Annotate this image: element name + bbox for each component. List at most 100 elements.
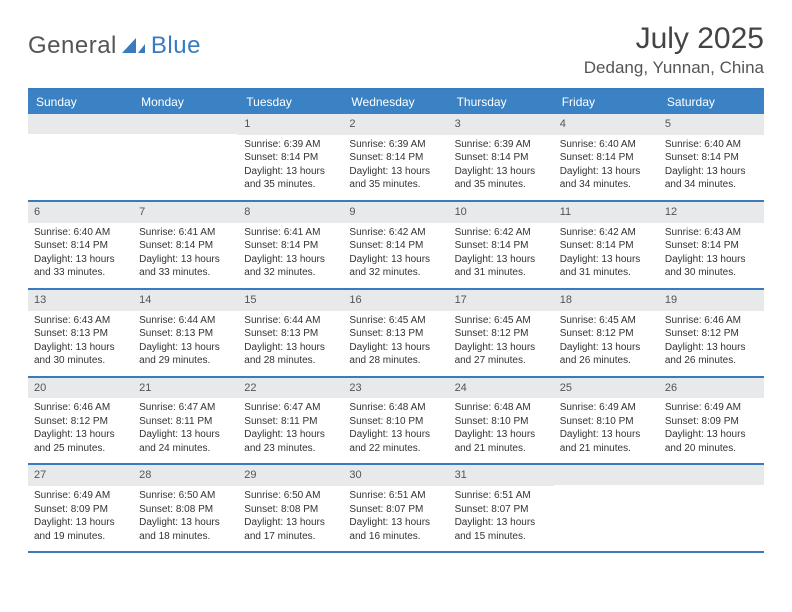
logo-text-general: General bbox=[28, 32, 117, 60]
daylight-text: Daylight: 13 hours and 33 minutes. bbox=[34, 253, 127, 280]
sunset-text: Sunset: 8:14 PM bbox=[349, 151, 442, 165]
logo: General Blue bbox=[28, 22, 201, 60]
sunrise-text: Sunrise: 6:49 AM bbox=[34, 489, 127, 503]
daylight-text: Daylight: 13 hours and 16 minutes. bbox=[349, 516, 442, 543]
sunrise-text: Sunrise: 6:45 AM bbox=[349, 314, 442, 328]
sunrise-text: Sunrise: 6:40 AM bbox=[560, 138, 653, 152]
sunset-text: Sunset: 8:12 PM bbox=[560, 327, 653, 341]
sunrise-text: Sunrise: 6:42 AM bbox=[349, 226, 442, 240]
sunrise-text: Sunrise: 6:39 AM bbox=[455, 138, 548, 152]
sunrise-text: Sunrise: 6:40 AM bbox=[34, 226, 127, 240]
daylight-text: Daylight: 13 hours and 17 minutes. bbox=[244, 516, 337, 543]
day-body: Sunrise: 6:46 AMSunset: 8:12 PMDaylight:… bbox=[659, 311, 764, 376]
daylight-text: Daylight: 13 hours and 31 minutes. bbox=[560, 253, 653, 280]
day-number: 16 bbox=[343, 290, 448, 311]
weekday-header: Sunday bbox=[28, 90, 133, 114]
sunrise-text: Sunrise: 6:49 AM bbox=[665, 401, 758, 415]
logo-text-blue: Blue bbox=[151, 32, 201, 60]
daylight-text: Daylight: 13 hours and 23 minutes. bbox=[244, 428, 337, 455]
day-number: 26 bbox=[659, 378, 764, 399]
day-body: Sunrise: 6:42 AMSunset: 8:14 PMDaylight:… bbox=[343, 223, 448, 288]
daylight-text: Daylight: 13 hours and 18 minutes. bbox=[139, 516, 232, 543]
sunset-text: Sunset: 8:14 PM bbox=[455, 239, 548, 253]
sunrise-text: Sunrise: 6:47 AM bbox=[139, 401, 232, 415]
day-body bbox=[133, 134, 238, 196]
day-cell: 30Sunrise: 6:51 AMSunset: 8:07 PMDayligh… bbox=[343, 465, 448, 551]
sunrise-text: Sunrise: 6:39 AM bbox=[349, 138, 442, 152]
day-cell: 22Sunrise: 6:47 AMSunset: 8:11 PMDayligh… bbox=[238, 378, 343, 464]
daylight-text: Daylight: 13 hours and 31 minutes. bbox=[455, 253, 548, 280]
sunrise-text: Sunrise: 6:50 AM bbox=[244, 489, 337, 503]
week-row: 20Sunrise: 6:46 AMSunset: 8:12 PMDayligh… bbox=[28, 378, 764, 466]
day-cell: 19Sunrise: 6:46 AMSunset: 8:12 PMDayligh… bbox=[659, 290, 764, 376]
sunrise-text: Sunrise: 6:48 AM bbox=[349, 401, 442, 415]
day-number: 13 bbox=[28, 290, 133, 311]
sunset-text: Sunset: 8:14 PM bbox=[665, 151, 758, 165]
daylight-text: Daylight: 13 hours and 33 minutes. bbox=[139, 253, 232, 280]
day-body: Sunrise: 6:41 AMSunset: 8:14 PMDaylight:… bbox=[238, 223, 343, 288]
day-cell: 24Sunrise: 6:48 AMSunset: 8:10 PMDayligh… bbox=[449, 378, 554, 464]
day-number: 18 bbox=[554, 290, 659, 311]
daylight-text: Daylight: 13 hours and 24 minutes. bbox=[139, 428, 232, 455]
day-body: Sunrise: 6:49 AMSunset: 8:09 PMDaylight:… bbox=[28, 486, 133, 551]
sunrise-text: Sunrise: 6:51 AM bbox=[455, 489, 548, 503]
sunrise-text: Sunrise: 6:43 AM bbox=[665, 226, 758, 240]
day-number bbox=[28, 114, 133, 134]
daylight-text: Daylight: 13 hours and 19 minutes. bbox=[34, 516, 127, 543]
day-cell: 9Sunrise: 6:42 AMSunset: 8:14 PMDaylight… bbox=[343, 202, 448, 288]
sunset-text: Sunset: 8:14 PM bbox=[560, 239, 653, 253]
day-cell: 31Sunrise: 6:51 AMSunset: 8:07 PMDayligh… bbox=[449, 465, 554, 551]
sunset-text: Sunset: 8:10 PM bbox=[560, 415, 653, 429]
sunset-text: Sunset: 8:13 PM bbox=[34, 327, 127, 341]
sunset-text: Sunset: 8:09 PM bbox=[34, 503, 127, 517]
sunrise-text: Sunrise: 6:44 AM bbox=[139, 314, 232, 328]
weekday-header: Saturday bbox=[659, 90, 764, 114]
day-body: Sunrise: 6:40 AMSunset: 8:14 PMDaylight:… bbox=[659, 135, 764, 200]
day-number: 19 bbox=[659, 290, 764, 311]
day-cell: 21Sunrise: 6:47 AMSunset: 8:11 PMDayligh… bbox=[133, 378, 238, 464]
day-number: 5 bbox=[659, 114, 764, 135]
day-cell: 14Sunrise: 6:44 AMSunset: 8:13 PMDayligh… bbox=[133, 290, 238, 376]
sunrise-text: Sunrise: 6:48 AM bbox=[455, 401, 548, 415]
daylight-text: Daylight: 13 hours and 35 minutes. bbox=[244, 165, 337, 192]
weekday-header: Tuesday bbox=[238, 90, 343, 114]
day-cell bbox=[554, 465, 659, 551]
daylight-text: Daylight: 13 hours and 30 minutes. bbox=[34, 341, 127, 368]
week-row: 13Sunrise: 6:43 AMSunset: 8:13 PMDayligh… bbox=[28, 290, 764, 378]
day-cell: 4Sunrise: 6:40 AMSunset: 8:14 PMDaylight… bbox=[554, 114, 659, 200]
daylight-text: Daylight: 13 hours and 32 minutes. bbox=[349, 253, 442, 280]
daylight-text: Daylight: 13 hours and 26 minutes. bbox=[560, 341, 653, 368]
sunset-text: Sunset: 8:08 PM bbox=[139, 503, 232, 517]
day-number: 24 bbox=[449, 378, 554, 399]
daylight-text: Daylight: 13 hours and 22 minutes. bbox=[349, 428, 442, 455]
weekday-header: Friday bbox=[554, 90, 659, 114]
day-body: Sunrise: 6:43 AMSunset: 8:13 PMDaylight:… bbox=[28, 311, 133, 376]
day-number: 3 bbox=[449, 114, 554, 135]
sunrise-text: Sunrise: 6:47 AM bbox=[244, 401, 337, 415]
day-number: 23 bbox=[343, 378, 448, 399]
daylight-text: Daylight: 13 hours and 25 minutes. bbox=[34, 428, 127, 455]
sunrise-text: Sunrise: 6:46 AM bbox=[34, 401, 127, 415]
daylight-text: Daylight: 13 hours and 20 minutes. bbox=[665, 428, 758, 455]
sunset-text: Sunset: 8:14 PM bbox=[34, 239, 127, 253]
day-cell: 3Sunrise: 6:39 AMSunset: 8:14 PMDaylight… bbox=[449, 114, 554, 200]
day-body: Sunrise: 6:51 AMSunset: 8:07 PMDaylight:… bbox=[449, 486, 554, 551]
sunrise-text: Sunrise: 6:51 AM bbox=[349, 489, 442, 503]
daylight-text: Daylight: 13 hours and 28 minutes. bbox=[244, 341, 337, 368]
sunset-text: Sunset: 8:14 PM bbox=[139, 239, 232, 253]
day-number: 9 bbox=[343, 202, 448, 223]
week-row: 27Sunrise: 6:49 AMSunset: 8:09 PMDayligh… bbox=[28, 465, 764, 553]
daylight-text: Daylight: 13 hours and 30 minutes. bbox=[665, 253, 758, 280]
day-number bbox=[133, 114, 238, 134]
day-number: 12 bbox=[659, 202, 764, 223]
day-body bbox=[659, 485, 764, 547]
day-number: 1 bbox=[238, 114, 343, 135]
day-cell: 29Sunrise: 6:50 AMSunset: 8:08 PMDayligh… bbox=[238, 465, 343, 551]
sunset-text: Sunset: 8:14 PM bbox=[349, 239, 442, 253]
day-body: Sunrise: 6:49 AMSunset: 8:10 PMDaylight:… bbox=[554, 398, 659, 463]
weekday-header: Monday bbox=[133, 90, 238, 114]
sunset-text: Sunset: 8:14 PM bbox=[244, 239, 337, 253]
weekday-header: Wednesday bbox=[343, 90, 448, 114]
weekday-header: Thursday bbox=[449, 90, 554, 114]
day-number: 30 bbox=[343, 465, 448, 486]
